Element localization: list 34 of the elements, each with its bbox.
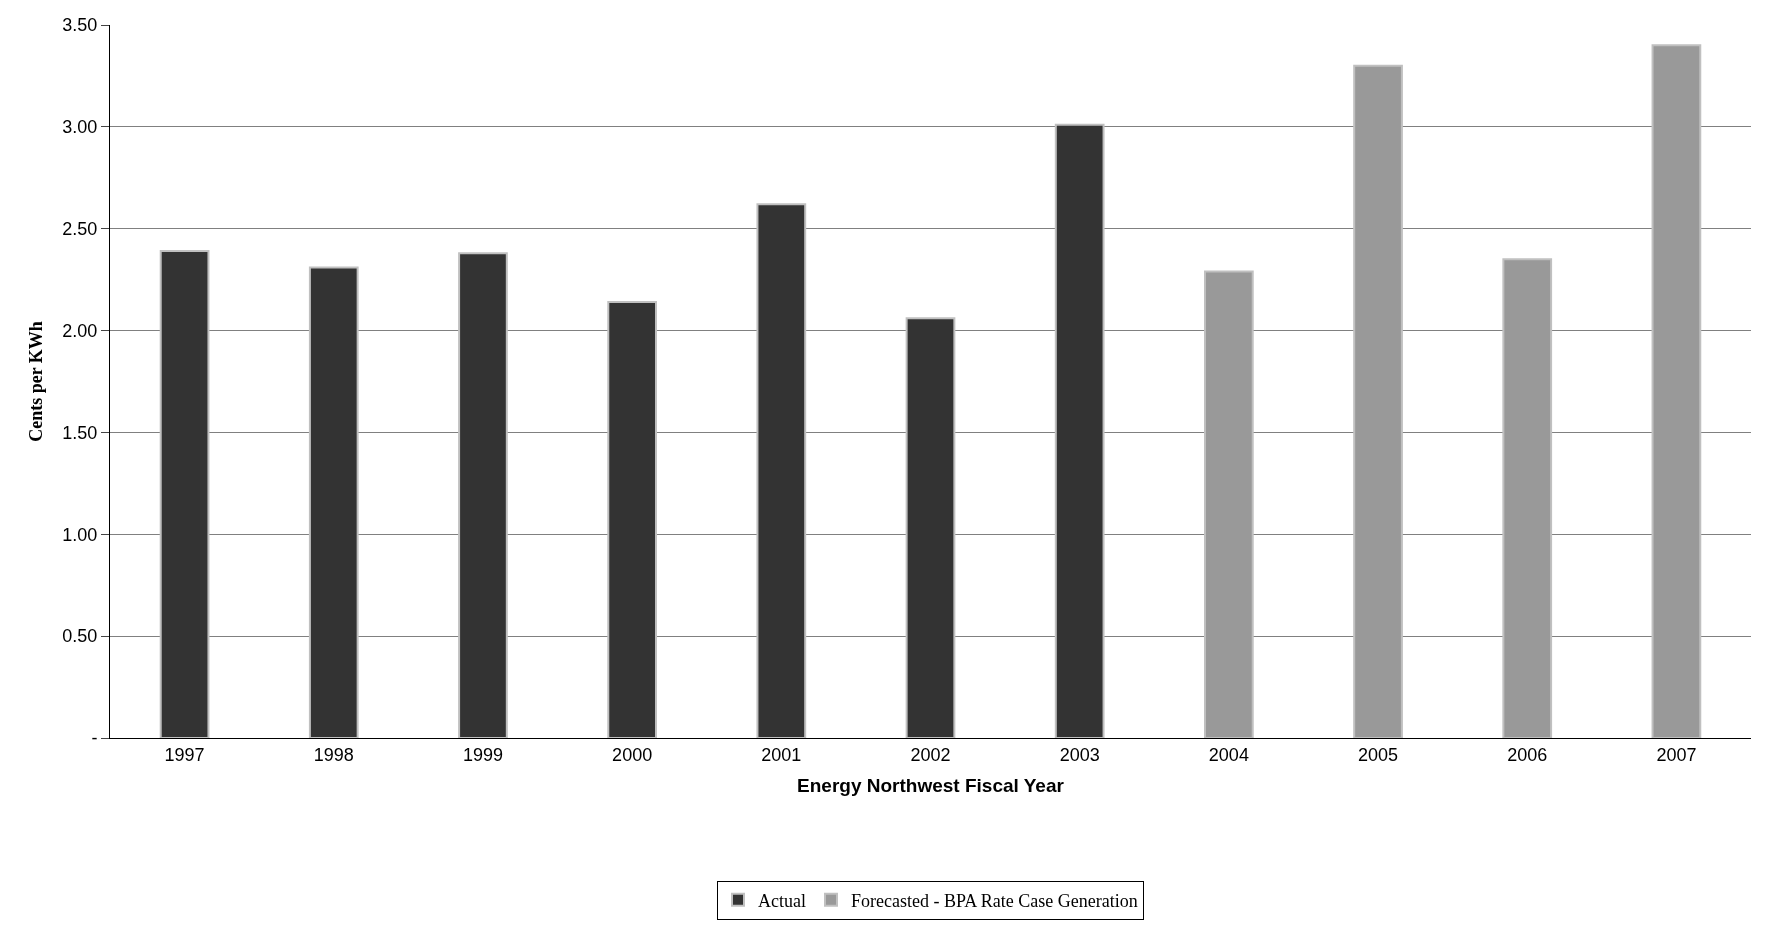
x-tick-label: 2007 xyxy=(1656,744,1697,765)
x-tick-label: 1997 xyxy=(164,744,205,765)
y-tick-label: 2.00 xyxy=(62,320,98,341)
bar xyxy=(905,317,956,738)
x-tick-label: 2006 xyxy=(1507,744,1548,765)
y-tick-label: 2.50 xyxy=(62,219,98,240)
x-axis-title: Energy Northwest Fiscal Year xyxy=(797,775,1065,797)
y-axis-title: Cents per KWh xyxy=(25,321,46,442)
y-tick-label: 3.00 xyxy=(62,117,98,138)
y-tick-label: 3.50 xyxy=(62,15,98,36)
legend-label: Forecasted - BPA Rate Case Generation xyxy=(850,890,1138,911)
x-tick-label: 2001 xyxy=(761,744,802,765)
bar xyxy=(756,203,807,738)
x-tick-label: 2004 xyxy=(1208,744,1249,765)
bar xyxy=(1651,44,1702,738)
y-tick-label: 0.50 xyxy=(62,626,98,647)
x-tick-label: 2000 xyxy=(612,744,653,765)
x-tick-label: 2003 xyxy=(1059,744,1100,765)
bar xyxy=(607,301,658,738)
bar xyxy=(1502,258,1553,738)
x-tick-label: 1999 xyxy=(462,744,503,765)
y-tick-label: - xyxy=(91,728,98,749)
bar xyxy=(1054,123,1105,738)
y-tick-label: 1.50 xyxy=(62,422,98,443)
y-tick-label: 1.00 xyxy=(62,524,98,545)
bar xyxy=(1203,270,1254,738)
bar xyxy=(1353,64,1403,738)
x-tick-label: 2002 xyxy=(910,744,951,765)
x-tick-label: 1998 xyxy=(313,744,354,765)
bar xyxy=(458,252,508,738)
x-tick-label: 2005 xyxy=(1358,744,1399,765)
bar xyxy=(308,266,359,738)
bar xyxy=(159,250,210,738)
legend-label: Actual xyxy=(758,890,806,911)
